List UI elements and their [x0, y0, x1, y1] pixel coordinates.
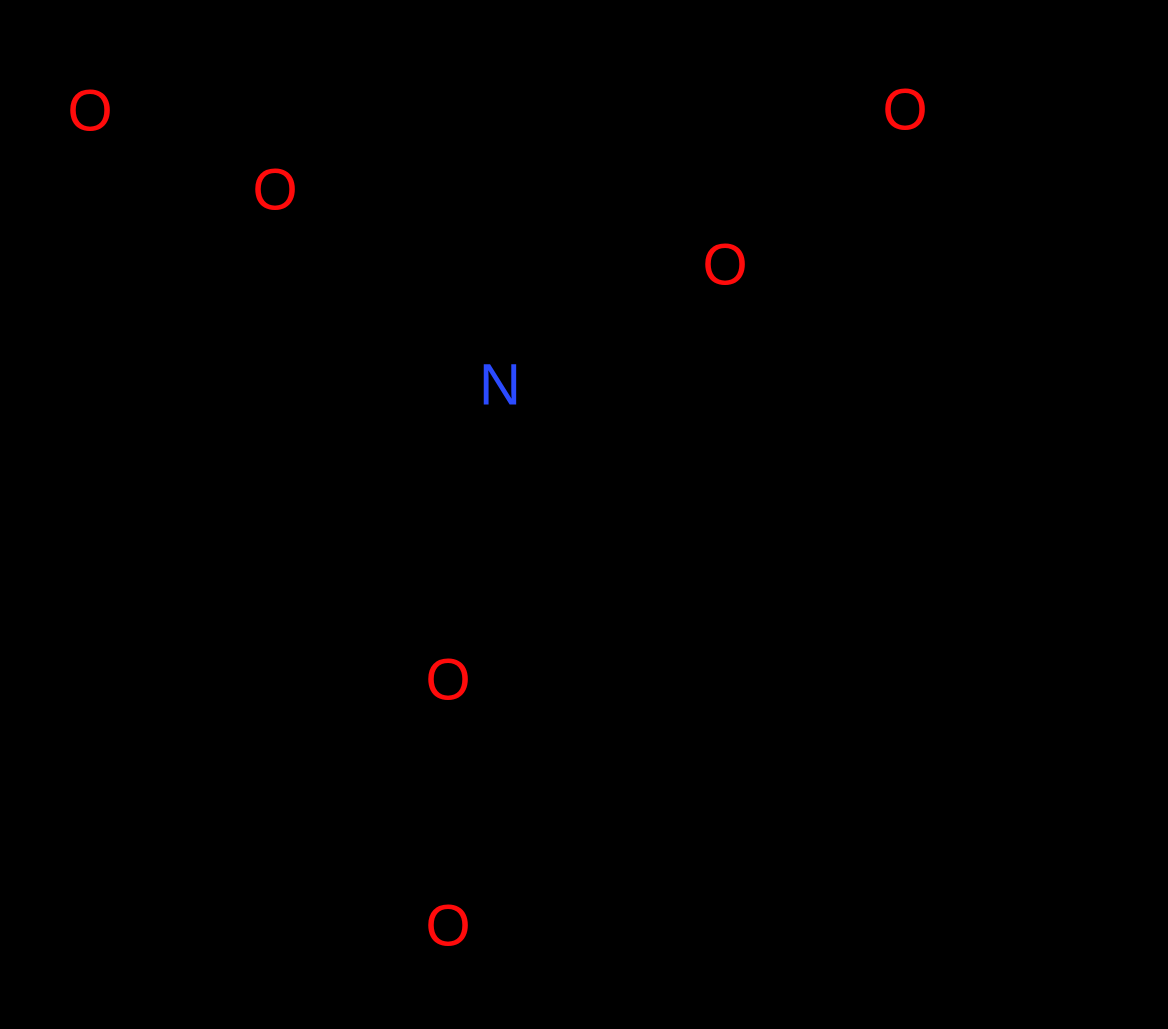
- bond: [175, 180, 241, 187]
- bond: [615, 190, 623, 320]
- atom-label-o: O: [67, 79, 112, 144]
- diagram-background: [0, 0, 1168, 1029]
- atom-label-o: O: [702, 233, 747, 298]
- chemical-structure-diagram: N O O O O O O: [0, 0, 1168, 1029]
- atom-label-o: O: [425, 894, 470, 959]
- atom-label-o: O: [882, 78, 927, 143]
- bond: [384, 190, 390, 318]
- atom-label-o: O: [252, 158, 297, 223]
- atom-label-o: O: [425, 648, 470, 713]
- bond: [501, 419, 505, 518]
- atom-label-n: N: [479, 353, 521, 418]
- bond: [827, 240, 828, 340]
